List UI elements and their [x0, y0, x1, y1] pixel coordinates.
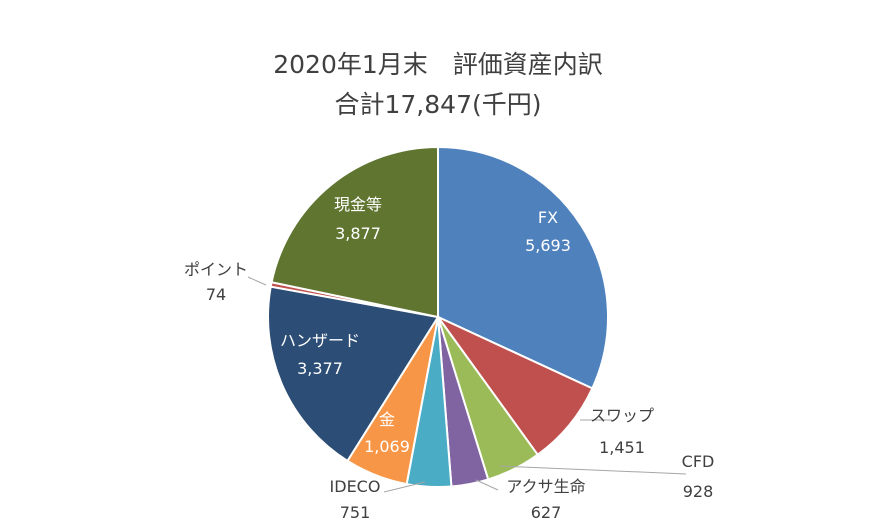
slice-labels: FX 5,693 スワップ 1,451 CFD 928 アクサ生命 627 IDECO 751 金 1… — [184, 195, 714, 522]
slice-value-4: 751 — [340, 503, 371, 522]
leader-line-2 — [499, 465, 687, 475]
pie-slice-8 — [270, 145, 439, 319]
slice-label-6: ハンザード — [280, 331, 360, 350]
chart-subtitle: 合計17,847(千円) — [335, 90, 542, 119]
slice-label-1: スワップ — [590, 406, 654, 425]
slice-label-5: 金 — [379, 410, 395, 429]
chart-title: 2020年1月末 評価資産内訳 — [273, 50, 603, 79]
slice-value-8: 3,877 — [335, 224, 381, 243]
slice-value-0: 5,693 — [525, 236, 571, 255]
leader-line-7 — [247, 276, 267, 286]
leader-lines — [247, 276, 687, 493]
slice-value-5: 1,069 — [364, 437, 410, 456]
slice-label-4: IDECO — [330, 477, 381, 496]
slice-value-6: 3,377 — [297, 359, 343, 378]
leader-line-3 — [475, 479, 499, 491]
pie-slice-0 — [437, 145, 609, 390]
pie-slice-6 — [267, 285, 440, 463]
slice-value-7: 74 — [206, 285, 226, 304]
slice-label-2: CFD — [682, 452, 715, 471]
slice-value-2: 928 — [683, 482, 714, 501]
slice-label-0: FX — [538, 208, 558, 227]
slice-value-1: 1,451 — [599, 438, 645, 457]
slice-label-8: 現金等 — [334, 195, 382, 214]
leader-line-4 — [383, 481, 426, 493]
pie-slices — [267, 145, 609, 488]
slice-label-7: ポイント — [184, 260, 248, 279]
slice-value-3: 627 — [531, 503, 562, 522]
slice-label-3: アクサ生命 — [506, 477, 585, 496]
